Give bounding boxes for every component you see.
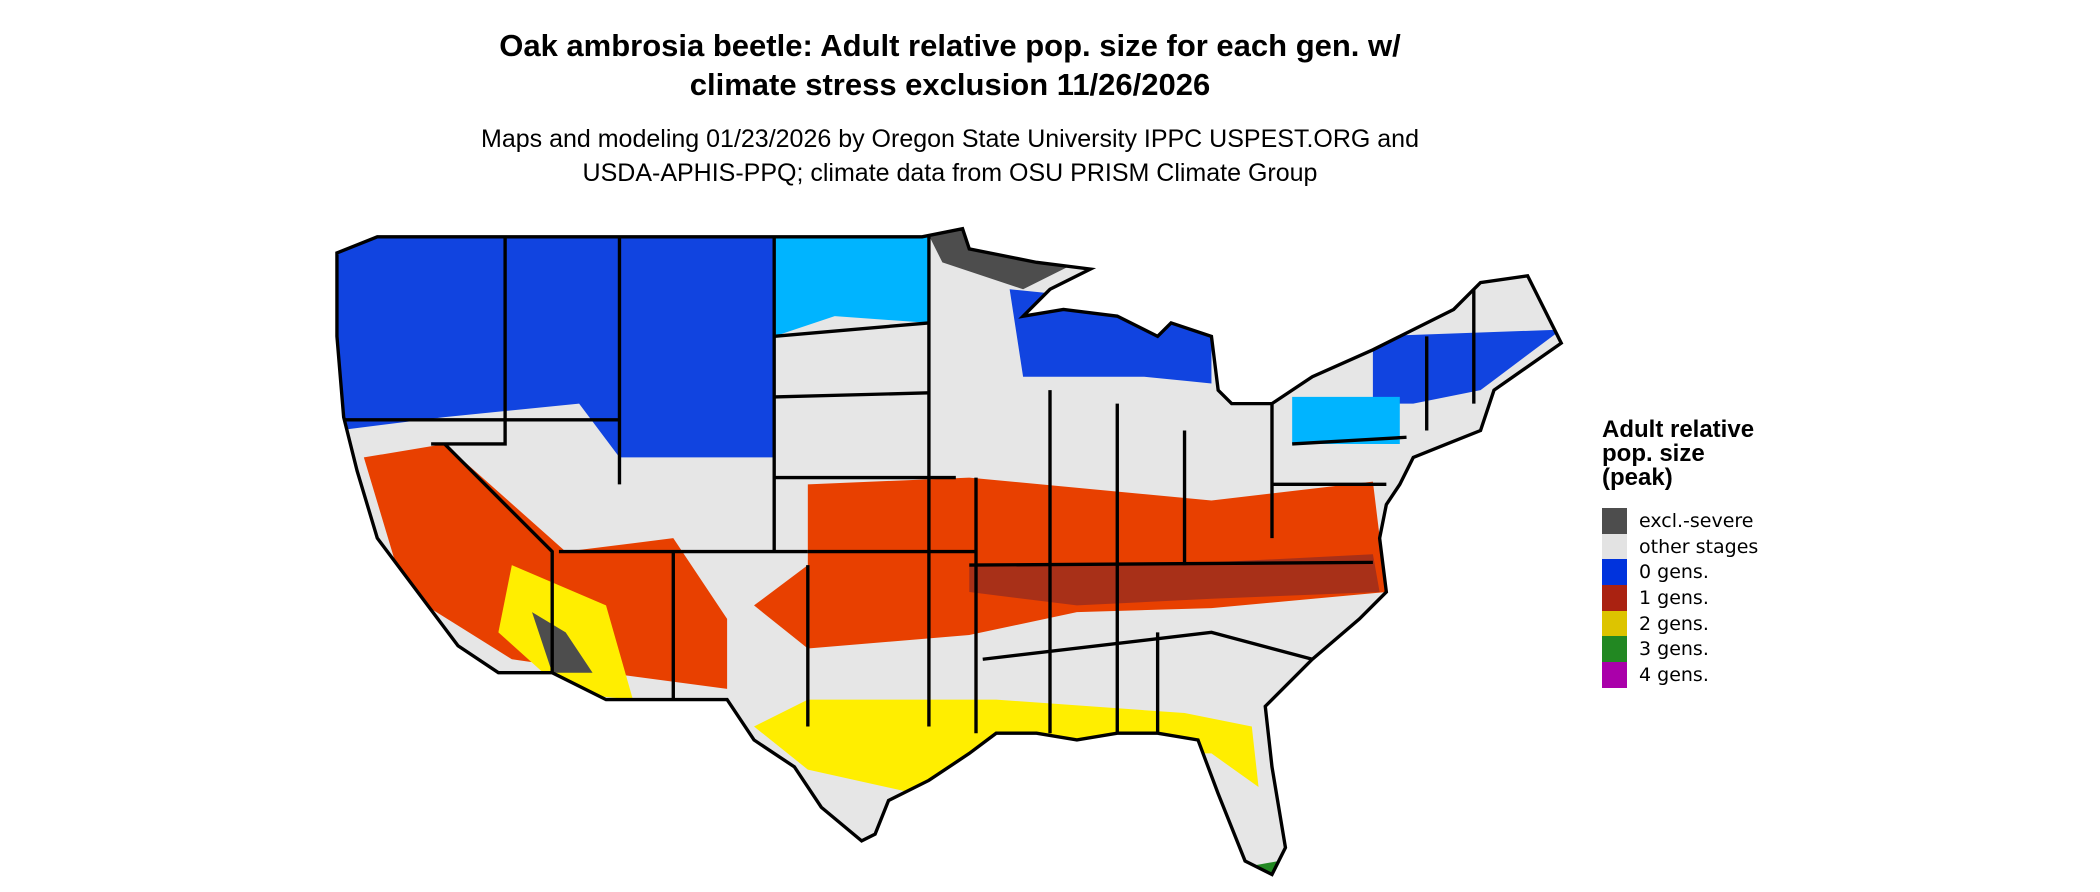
legend-item: other stages [1602, 533, 1802, 560]
legend-label: 4 gens. [1639, 663, 1709, 686]
legend-item: 4 gens. [1602, 662, 1802, 688]
legend-swatch [1602, 610, 1627, 637]
subtitle-line-2: USDA-APHIS-PPQ; climate data from OSU PR… [582, 159, 1318, 187]
legend-title: Adult relative pop. size (peak) [1602, 418, 1802, 490]
legend-label: 3 gens. [1639, 638, 1709, 661]
map-subtitle: Maps and modeling 01/23/2026 by Oregon S… [0, 122, 1900, 190]
legend-swatch [1602, 508, 1627, 534]
legend-item: 0 gens. [1602, 559, 1802, 586]
state-borders [335, 227, 1563, 877]
legend-title-line-3: (peak) [1602, 464, 1673, 491]
region-0-gens-northwest [336, 228, 775, 458]
legend-title-line-2: pop. size [1602, 440, 1705, 467]
legend-item: excl.-severe [1602, 508, 1802, 534]
legend-label: 0 gens. [1639, 561, 1709, 584]
legend-label: 2 gens. [1639, 612, 1709, 635]
subtitle-line-1: Maps and modeling 01/23/2026 by Oregon S… [481, 125, 1419, 153]
legend-title-line-1: Adult relative [1602, 416, 1755, 443]
legend-label: 1 gens. [1639, 586, 1709, 609]
legend-swatch [1602, 636, 1627, 663]
map-title: Oak ambrosia beetle: Adult relative pop.… [0, 26, 1900, 104]
legend-item: 2 gens. [1602, 610, 1802, 637]
legend-items: excl.-severe other stages 0 gens. 1 gens. 2 … [1602, 508, 1802, 688]
legend-swatch [1602, 559, 1627, 586]
region-excl-severe-southwest [532, 612, 593, 673]
region-0-gens-great-lakes [1009, 289, 1212, 384]
region-0-gens-northeast [1372, 329, 1562, 404]
title-line-2: climate stress exclusion 11/26/2026 [689, 67, 1211, 102]
legend-swatch [1602, 662, 1627, 688]
legend: Adult relative pop. size (peak) excl.-se… [1602, 418, 1802, 688]
legend-item: 3 gens. [1602, 636, 1802, 663]
title-line-1: Oak ambrosia beetle: Adult relative pop.… [499, 28, 1401, 63]
legend-swatch [1602, 533, 1627, 560]
legend-swatch [1602, 585, 1627, 611]
region-0-gens-new-york [1292, 396, 1400, 444]
legend-label: excl.-severe [1639, 509, 1754, 532]
region-1-gens-southwest [363, 443, 728, 689]
region-1-gens-tennessee [969, 554, 1380, 606]
legend-label: other stages [1639, 535, 1759, 558]
legend-item: 1 gens. [1602, 585, 1802, 611]
region-0-gens-lightblue-north [774, 228, 929, 337]
region-3-gens-florida [1218, 861, 1286, 875]
